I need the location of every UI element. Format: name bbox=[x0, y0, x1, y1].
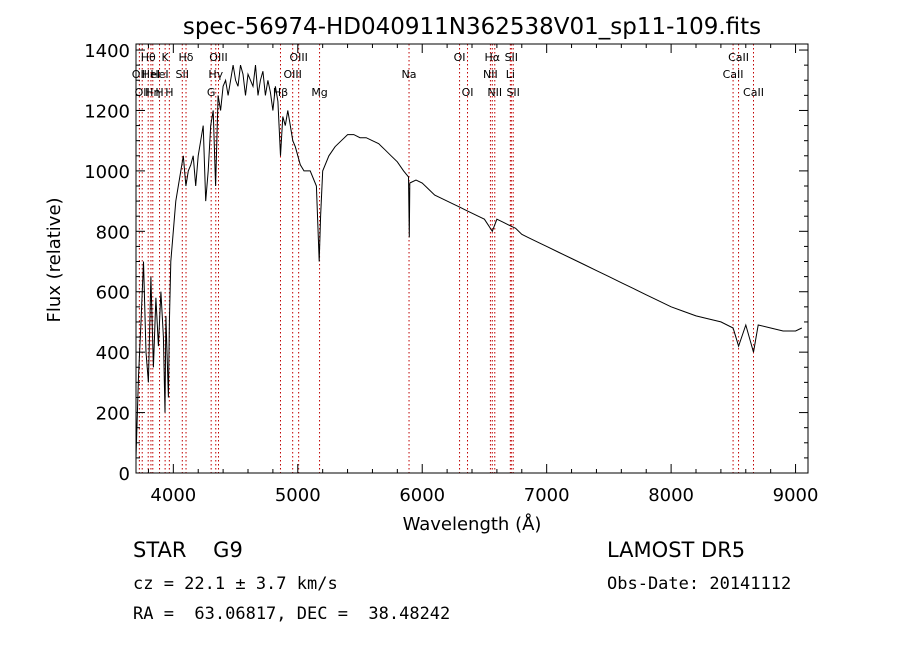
x-axis: 4000 5000 6000 7000 8000 9000 bbox=[147, 44, 819, 506]
y-tick-label: 0 bbox=[119, 464, 130, 485]
marker-label: SII bbox=[176, 68, 189, 81]
marker-label: CaII bbox=[723, 68, 744, 81]
marker-label: OIII bbox=[283, 68, 301, 81]
redshift-velocity: cz = 22.1 ± 3.7 km/s bbox=[133, 574, 338, 594]
marker-label: Hη bbox=[145, 86, 160, 99]
x-tick-label: 9000 bbox=[773, 485, 819, 506]
x-tick-label: 4000 bbox=[150, 485, 196, 506]
x-axis-label: Wavelength (Å) bbox=[403, 513, 542, 535]
spectrum-line bbox=[135, 64, 803, 458]
y-tick-label: 1400 bbox=[84, 41, 130, 62]
y-axis: 0 200 400 600 800 1000 1200 1400 bbox=[84, 41, 808, 485]
observation-date: Obs-Date: 20141112 bbox=[607, 574, 792, 594]
marker-label: Li bbox=[506, 68, 515, 81]
marker-label: OIII bbox=[289, 51, 307, 64]
marker-label: SII bbox=[506, 86, 519, 99]
x-tick-label: 6000 bbox=[399, 485, 445, 506]
y-tick-label: 400 bbox=[96, 343, 130, 364]
spectral-line-labels: OIIOIIHθHeIHηHeIHKHSIIHδGHγOIIIHβOIIIOII… bbox=[132, 51, 764, 99]
survey-name: LAMOST DR5 bbox=[607, 538, 746, 562]
y-tick-label: 600 bbox=[96, 283, 130, 304]
coordinates: RA = 63.06817, DEC = 38.48242 bbox=[133, 604, 451, 624]
y-tick-label: 1000 bbox=[84, 162, 130, 183]
x-tick-label: 7000 bbox=[524, 485, 570, 506]
marker-label: G bbox=[207, 86, 216, 99]
x-tick-label: 5000 bbox=[275, 485, 321, 506]
marker-label: Mg bbox=[311, 86, 327, 99]
marker-label: K bbox=[162, 51, 170, 64]
marker-label: H bbox=[155, 86, 163, 99]
marker-label: NII bbox=[483, 68, 498, 81]
marker-label: CaII bbox=[743, 86, 764, 99]
y-tick-label: 200 bbox=[96, 404, 130, 425]
object-class: STAR G9 bbox=[133, 538, 243, 562]
spectral-line-markers bbox=[138, 44, 754, 473]
y-tick-label: 1200 bbox=[84, 101, 130, 122]
marker-label: Hδ bbox=[179, 51, 194, 64]
spectrum-chart: spec-56974-HD040911N362538V01_sp11-109.f… bbox=[44, 14, 819, 535]
y-tick-label: 800 bbox=[96, 222, 130, 243]
marker-label: OI bbox=[454, 51, 466, 64]
marker-label: Na bbox=[402, 68, 417, 81]
x-tick-label: 8000 bbox=[648, 485, 694, 506]
plot-frame bbox=[135, 43, 809, 474]
y-axis-label: Flux (relative) bbox=[44, 197, 65, 322]
marker-label: OIII bbox=[209, 51, 227, 64]
marker-label: HeI bbox=[150, 68, 168, 81]
marker-label: Hθ bbox=[141, 51, 156, 64]
marker-label: OI bbox=[462, 86, 474, 99]
marker-label: HeI bbox=[142, 68, 160, 81]
marker-label: Hγ bbox=[208, 68, 223, 81]
marker-label: SII bbox=[505, 51, 518, 64]
marker-label: CaII bbox=[728, 51, 749, 64]
marker-label: Hα bbox=[485, 51, 501, 64]
marker-label: H bbox=[165, 86, 173, 99]
marker-label: NII bbox=[487, 86, 502, 99]
chart-title: spec-56974-HD040911N362538V01_sp11-109.f… bbox=[183, 14, 761, 40]
